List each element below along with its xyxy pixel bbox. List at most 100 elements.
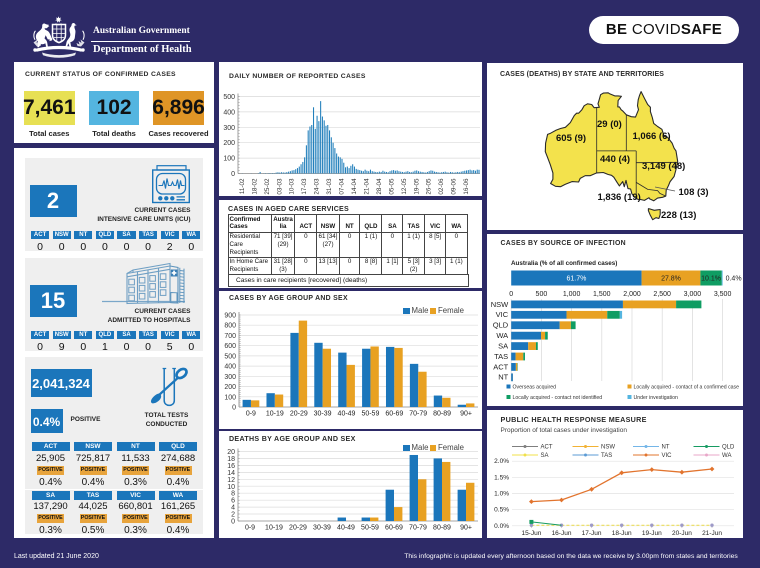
svg-text:15-Jun: 15-Jun: [521, 530, 541, 537]
svg-text:90+: 90+: [460, 411, 472, 418]
svg-text:WA: WA: [722, 453, 731, 459]
svg-text:8: 8: [231, 491, 235, 498]
svg-text:QLD: QLD: [493, 321, 509, 330]
svg-text:SA: SA: [541, 453, 549, 459]
svg-text:Overseas acquired: Overseas acquired: [513, 385, 557, 391]
svg-text:TAS: TAS: [494, 352, 508, 361]
svg-text:25-02: 25-02: [264, 178, 271, 195]
svg-text:70-79: 70-79: [409, 411, 427, 418]
svg-text:NT: NT: [498, 373, 508, 382]
svg-text:500: 500: [224, 353, 236, 360]
svg-text:NSW: NSW: [601, 445, 615, 451]
svg-text:11-02: 11-02: [239, 178, 246, 194]
svg-text:Locally acquired - contact not: Locally acquired - contact not identifie…: [513, 395, 603, 401]
svg-text:05-05: 05-05: [388, 178, 395, 195]
svg-text:90+: 90+: [460, 525, 472, 532]
svg-text:0-9: 0-9: [246, 411, 256, 418]
svg-text:10-19: 10-19: [266, 411, 284, 418]
svg-text:20: 20: [227, 449, 235, 456]
svg-text:400: 400: [224, 364, 236, 371]
svg-text:30-39: 30-39: [314, 411, 332, 418]
svg-text:18-Jun: 18-Jun: [612, 530, 632, 537]
svg-text:QLD: QLD: [722, 445, 735, 451]
svg-text:60-69: 60-69: [385, 411, 403, 418]
svg-text:0: 0: [232, 405, 236, 412]
svg-text:16-Jun: 16-Jun: [552, 530, 572, 537]
svg-text:100: 100: [224, 394, 236, 401]
svg-text:20-Jun: 20-Jun: [672, 530, 692, 537]
svg-text:18-02: 18-02: [251, 178, 258, 195]
svg-text:2: 2: [231, 512, 235, 519]
svg-text:0: 0: [231, 519, 235, 526]
svg-text:03-03: 03-03: [276, 178, 283, 195]
svg-text:700: 700: [224, 333, 236, 340]
svg-text:200: 200: [224, 384, 236, 391]
svg-text:14: 14: [227, 470, 235, 477]
svg-text:16: 16: [227, 463, 235, 470]
svg-text:600: 600: [224, 343, 236, 350]
svg-text:SA: SA: [498, 342, 508, 351]
svg-text:0.0%: 0.0%: [494, 523, 509, 530]
svg-text:17-Jun: 17-Jun: [582, 530, 602, 537]
svg-text:0: 0: [231, 171, 235, 178]
svg-text:0.5%: 0.5%: [494, 507, 509, 514]
svg-text:02-06: 02-06: [438, 178, 445, 195]
svg-text:NSW: NSW: [491, 300, 509, 309]
svg-text:10-03: 10-03: [289, 178, 296, 195]
svg-text:Locally acquired - contact of: Locally acquired - contact of a confirme…: [634, 385, 740, 391]
svg-text:400: 400: [223, 109, 235, 116]
svg-text:6: 6: [231, 498, 235, 505]
svg-text:19-Jun: 19-Jun: [642, 530, 662, 537]
svg-text:10: 10: [227, 484, 235, 491]
svg-text:ACT: ACT: [541, 445, 553, 451]
svg-text:80-89: 80-89: [433, 411, 451, 418]
svg-text:50-59: 50-59: [361, 411, 379, 418]
svg-text:70-79: 70-79: [409, 525, 427, 532]
svg-text:19-05: 19-05: [413, 178, 420, 195]
svg-text:900: 900: [224, 313, 236, 320]
svg-text:ACT: ACT: [493, 362, 508, 371]
svg-text:NT: NT: [662, 445, 670, 451]
svg-text:300: 300: [224, 374, 236, 381]
svg-text:40-49: 40-49: [337, 525, 355, 532]
svg-text:60-69: 60-69: [385, 525, 403, 532]
svg-text:21-Jun: 21-Jun: [702, 530, 722, 537]
svg-text:31-03: 31-03: [326, 178, 333, 195]
svg-text:VIC: VIC: [496, 310, 509, 319]
svg-text:09-06: 09-06: [451, 178, 458, 195]
svg-text:0.4%: 0.4%: [726, 276, 742, 283]
svg-text:24-03: 24-03: [314, 178, 321, 195]
svg-text:50-59: 50-59: [361, 525, 379, 532]
svg-text:07-04: 07-04: [339, 178, 346, 195]
svg-text:WA: WA: [496, 331, 508, 340]
svg-text:20-29: 20-29: [289, 525, 307, 532]
svg-text:200: 200: [223, 140, 235, 147]
svg-text:10-19: 10-19: [265, 525, 283, 532]
svg-text:17-03: 17-03: [301, 178, 308, 195]
svg-text:3,000: 3,000: [684, 291, 702, 298]
svg-text:3,500: 3,500: [714, 291, 732, 298]
svg-text:10.1%: 10.1%: [701, 276, 721, 283]
svg-text:300: 300: [223, 125, 235, 132]
svg-text:12-05: 12-05: [401, 178, 408, 195]
svg-text:1.0%: 1.0%: [494, 491, 509, 498]
svg-text:26-05: 26-05: [426, 178, 433, 195]
svg-text:0-9: 0-9: [245, 525, 255, 532]
svg-text:500: 500: [536, 291, 548, 298]
svg-text:1,000: 1,000: [563, 291, 581, 298]
svg-text:14-04: 14-04: [351, 178, 358, 195]
svg-text:18: 18: [227, 456, 235, 463]
svg-text:27.8%: 27.8%: [661, 276, 681, 283]
svg-text:TAS: TAS: [601, 453, 612, 459]
svg-text:16-06: 16-06: [463, 178, 470, 195]
svg-text:800: 800: [224, 323, 236, 330]
svg-text:1,500: 1,500: [593, 291, 611, 298]
svg-text:VIC: VIC: [662, 453, 673, 459]
svg-text:28-04: 28-04: [376, 178, 383, 195]
svg-text:12: 12: [227, 477, 235, 484]
svg-text:61.7%: 61.7%: [566, 276, 586, 283]
svg-text:30-39: 30-39: [313, 525, 331, 532]
svg-text:500: 500: [223, 94, 235, 101]
svg-text:80-89: 80-89: [433, 525, 451, 532]
svg-text:2,000: 2,000: [623, 291, 641, 298]
